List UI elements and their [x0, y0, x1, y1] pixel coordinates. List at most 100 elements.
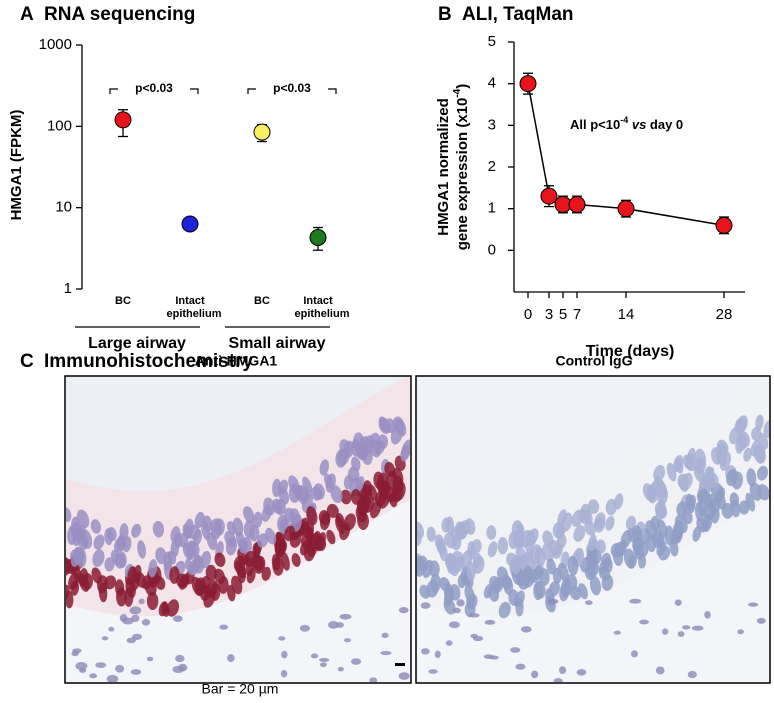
- nucleus: [743, 447, 752, 462]
- nucleus: [155, 547, 167, 565]
- nucleus: [556, 524, 565, 540]
- nucleus: [557, 562, 569, 582]
- y-axis-label: HMGA1 normalized: [435, 98, 452, 236]
- x-tick-label: 7: [573, 306, 581, 323]
- stroma-cell: [369, 677, 378, 682]
- nucleus: [491, 577, 504, 594]
- nucleus: [167, 550, 177, 565]
- panel-title: ALI, TaqMan: [462, 4, 574, 25]
- nucleus: [443, 597, 456, 615]
- stroma-cell: [343, 638, 351, 643]
- nucleus: [548, 580, 560, 597]
- image-left: [62, 375, 412, 691]
- nucleus: [428, 560, 440, 578]
- point: [519, 75, 537, 93]
- y-tick-label: 4: [488, 75, 496, 92]
- nucleus: [340, 489, 352, 505]
- nucleus: [672, 520, 684, 540]
- nucleus: [578, 509, 590, 525]
- nucleus: [529, 544, 542, 564]
- nucleus: [467, 541, 476, 560]
- nucleus: [715, 442, 727, 461]
- nucleus: [756, 444, 766, 464]
- stroma-cell: [219, 624, 229, 630]
- nucleus: [486, 525, 497, 540]
- nucleus: [272, 556, 284, 576]
- nucleus: [417, 531, 422, 547]
- nucleus: [694, 457, 706, 474]
- nucleus: [526, 530, 536, 547]
- y-axis-label: gene expression (x10-4): [452, 84, 471, 250]
- stroma-cell: [327, 621, 339, 629]
- nucleus: [131, 523, 142, 538]
- nucleus: [134, 571, 147, 588]
- nucleus: [589, 576, 602, 596]
- stroma: [66, 500, 410, 682]
- nucleus: [533, 581, 543, 601]
- stroma-cell: [655, 666, 665, 675]
- nucleus: [253, 555, 266, 574]
- nucleus: [692, 525, 702, 542]
- nucleus: [194, 511, 205, 529]
- stroma-cell: [420, 602, 431, 609]
- nucleus: [715, 491, 726, 510]
- point: [309, 228, 327, 246]
- nucleus: [70, 580, 80, 596]
- nucleus: [214, 568, 226, 584]
- nucleus: [653, 464, 666, 482]
- stroma-cell: [452, 607, 461, 614]
- nucleus: [664, 525, 674, 546]
- nucleus: [697, 488, 709, 503]
- x-tick-label: BC: [115, 295, 131, 307]
- stroma-cell: [72, 648, 82, 654]
- nucleus: [291, 553, 301, 567]
- x-tick-label: Intact epithelium: [294, 295, 349, 320]
- nucleus: [539, 568, 550, 586]
- stroma-cell: [106, 675, 119, 682]
- stroma-cell: [62, 684, 73, 691]
- nucleus: [231, 575, 243, 595]
- stroma-cell: [742, 685, 752, 692]
- point: [181, 215, 199, 233]
- stroma-cell: [434, 650, 441, 659]
- stroma-cell: [677, 684, 689, 690]
- nucleus: [605, 515, 615, 531]
- stroma-cell: [677, 631, 685, 638]
- nucleus: [339, 439, 351, 456]
- nucleus: [557, 509, 567, 526]
- nucleus: [224, 530, 237, 548]
- stroma-cell: [756, 617, 766, 624]
- stroma-cell: [173, 615, 183, 622]
- nucleus: [237, 563, 247, 584]
- nucleus: [515, 597, 524, 617]
- nucleus: [122, 536, 132, 553]
- nucleus: [209, 518, 222, 533]
- nucleus: [686, 447, 696, 465]
- nucleus: [419, 584, 431, 599]
- stroma-cell: [337, 667, 344, 672]
- image-right: [415, 375, 771, 692]
- y-tick-label: 100: [47, 117, 72, 134]
- nucleus: [110, 549, 122, 566]
- nucleus: [472, 552, 482, 569]
- stroma-cell: [629, 598, 642, 604]
- nucleus: [72, 528, 84, 547]
- stroma-cell: [310, 653, 319, 659]
- nucleus: [512, 530, 525, 548]
- nucleus: [567, 555, 579, 576]
- nucleus: [319, 512, 331, 531]
- stroma-cell: [141, 618, 151, 626]
- x-tick-label: 28: [716, 306, 733, 323]
- stroma-cell: [468, 613, 480, 618]
- nucleus: [246, 568, 256, 584]
- image-title: Control IgG: [556, 353, 633, 369]
- nucleus: [390, 425, 403, 445]
- nucleus: [244, 550, 256, 567]
- nucleus: [430, 573, 441, 593]
- stroma-cell: [398, 607, 409, 614]
- nucleus: [498, 601, 511, 619]
- nucleus: [72, 565, 82, 582]
- nucleus: [625, 515, 636, 530]
- stroma-cell: [558, 666, 567, 674]
- nucleus: [368, 484, 378, 501]
